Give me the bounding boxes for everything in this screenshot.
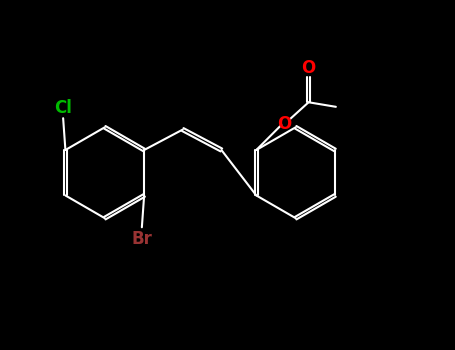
Text: O: O: [302, 59, 316, 77]
Text: Cl: Cl: [54, 99, 72, 117]
Text: O: O: [278, 115, 292, 133]
Text: Br: Br: [131, 230, 152, 248]
